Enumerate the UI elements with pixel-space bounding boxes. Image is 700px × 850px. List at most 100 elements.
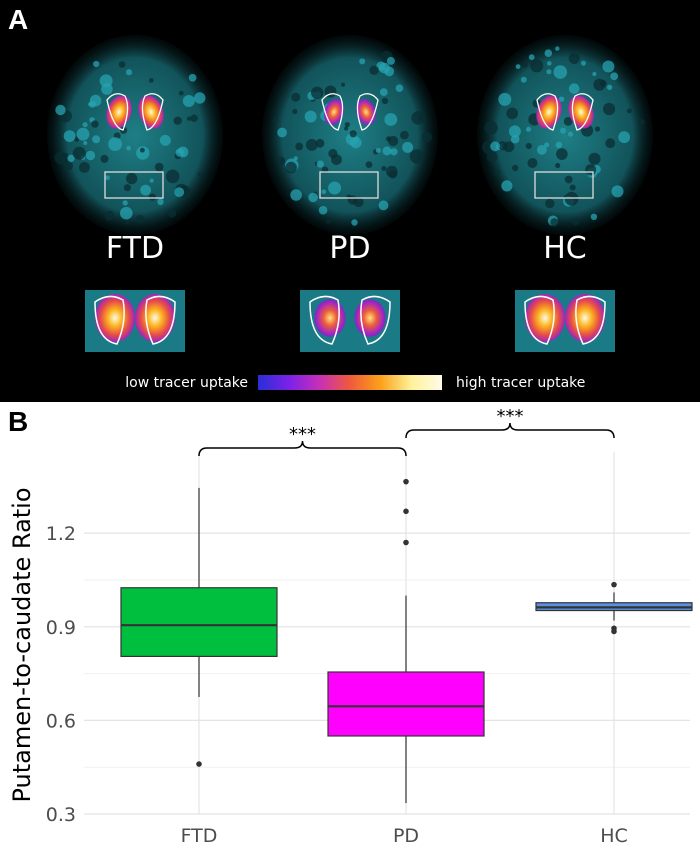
texture-speck (422, 132, 433, 143)
texture-speck (590, 213, 598, 220)
texture-speck (585, 164, 597, 176)
texture-speck (510, 134, 520, 144)
inset-roi-outline (309, 295, 340, 345)
texture-speck (346, 194, 352, 200)
texture-speck (159, 134, 171, 146)
texture-speck (386, 165, 398, 178)
texture-speck (148, 193, 157, 201)
box-hc (535, 581, 693, 635)
texture-speck (344, 122, 350, 128)
texture-speck (92, 135, 101, 144)
y-tick-label: 0.9 (46, 617, 76, 639)
significance-label: *** (289, 424, 316, 445)
y-tick-label: 0.6 (46, 710, 76, 732)
texture-speck (594, 126, 601, 132)
texture-speck (67, 154, 75, 162)
texture-speck (188, 73, 197, 82)
texture-speck (359, 58, 366, 65)
roi-outline (141, 93, 164, 131)
texture-speck (186, 116, 192, 121)
texture-speck (190, 114, 198, 122)
texture-speck (123, 184, 131, 192)
texture-speck (126, 172, 138, 185)
texture-speck (555, 162, 561, 169)
texture-speck (530, 59, 544, 73)
texture-speck (592, 71, 597, 77)
roi-outline (536, 93, 559, 131)
inset-roi-outline (145, 295, 176, 345)
texture-speck (350, 136, 362, 149)
texture-speck (605, 138, 616, 149)
texture-speck (563, 117, 573, 126)
zoom-inset-hc (515, 290, 615, 352)
texture-speck (105, 175, 110, 181)
texture-speck (100, 154, 109, 163)
texture-speck (588, 152, 601, 165)
texture-speck (126, 145, 131, 151)
texture-speck (568, 83, 580, 94)
texture-speck (83, 141, 88, 145)
inset-left-striatum (95, 294, 135, 342)
texture-speck (521, 61, 529, 68)
inset-roi-outline (524, 295, 555, 345)
inset-left-striatum (525, 294, 565, 342)
boxplot-chart: *** *** 0.3 0.6 0.9 1.2 FTD PD HC Putamen-to-ca… (8, 406, 693, 847)
texture-speck (331, 154, 342, 166)
texture-speck (328, 181, 342, 195)
texture-speck (91, 120, 99, 128)
texture-speck (515, 64, 521, 69)
texture-speck (400, 130, 409, 140)
texture-speck (525, 142, 532, 150)
texture-speck (526, 126, 531, 132)
outlier-point (196, 761, 202, 767)
texture-speck (305, 139, 318, 151)
reference-region-box (534, 171, 594, 199)
texture-speck (569, 184, 576, 191)
texture-speck (157, 198, 164, 205)
scan-hc: HC (477, 35, 653, 352)
colorbar-low-label: low tracer uptake (125, 375, 248, 391)
texture-speck (498, 92, 512, 106)
x-tick-label: FTD (181, 825, 218, 845)
texture-speck (385, 136, 392, 142)
texture-speck (174, 187, 185, 198)
texture-speck (316, 160, 324, 168)
iqr-box (120, 587, 278, 658)
outlier-point (611, 581, 617, 588)
texture-speck (76, 127, 90, 141)
texture-speck (494, 169, 501, 175)
texture-speck (285, 161, 297, 174)
texture-speck (484, 121, 498, 135)
texture-speck (140, 184, 152, 196)
texture-speck (486, 151, 498, 162)
texture-speck (182, 95, 195, 107)
texture-speck (528, 54, 535, 61)
texture-speck (627, 108, 632, 114)
y-tick-label: 1.2 (46, 523, 76, 545)
texture-speck (560, 127, 566, 134)
texture-speck (375, 148, 381, 153)
texture-speck (546, 69, 552, 75)
texture-speck (197, 172, 203, 177)
texture-speck (568, 53, 580, 64)
texture-speck (120, 206, 133, 220)
texture-speck (118, 61, 126, 68)
texture-speck (611, 185, 624, 198)
texture-speck (175, 148, 185, 157)
inset-roi-outline (360, 295, 391, 345)
texture-speck (395, 84, 404, 92)
texture-speck (321, 189, 327, 195)
texture-speck (603, 102, 616, 116)
texture-speck (555, 141, 563, 149)
texture-speck (369, 65, 379, 75)
texture-speck (512, 164, 519, 172)
texture-speck (556, 148, 568, 160)
texture-speck (88, 101, 93, 107)
texture-speck (419, 115, 426, 122)
texture-speck (194, 92, 206, 104)
texture-speck (545, 198, 555, 209)
texture-speck (85, 150, 96, 161)
x-tick-label: PD (393, 825, 419, 845)
texture-speck (382, 146, 392, 156)
texture-speck (277, 127, 287, 138)
